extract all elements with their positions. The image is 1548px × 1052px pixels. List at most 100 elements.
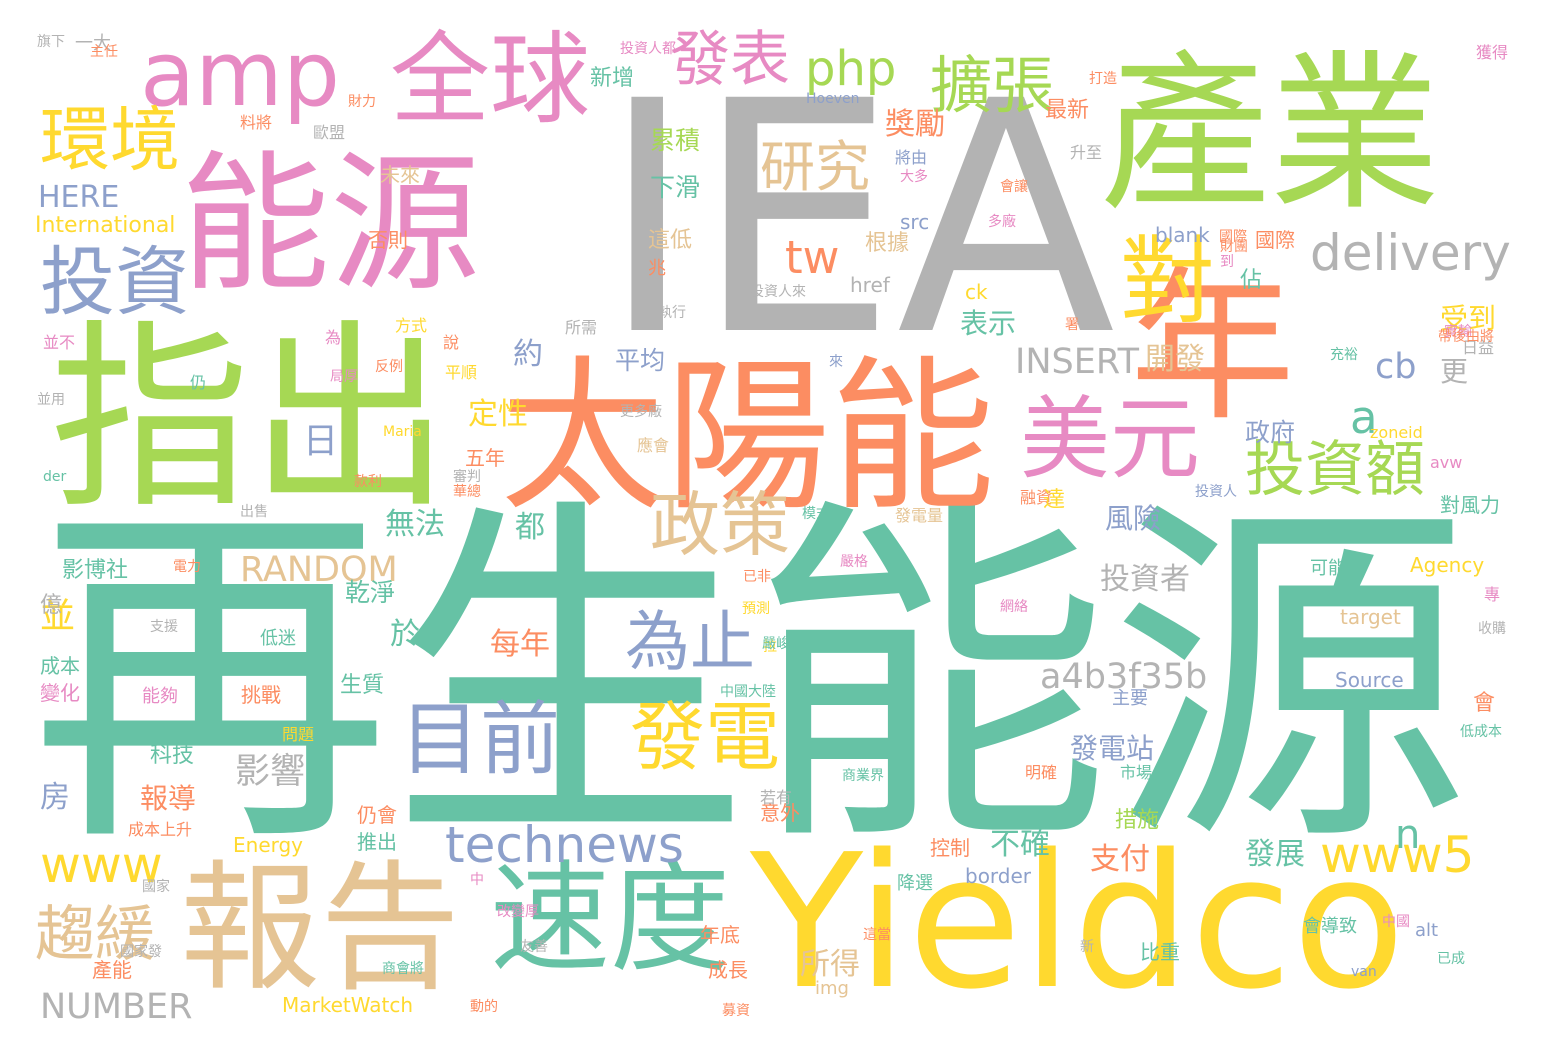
cloud-word: 投資 <box>40 238 191 326</box>
cloud-word: 受到 <box>1440 302 1497 335</box>
cloud-word: 擴張 <box>930 49 1055 122</box>
cloud-word: 仍會 <box>357 803 397 827</box>
cloud-word: 年底 <box>700 923 740 947</box>
cloud-word: 投資者 <box>1100 562 1190 597</box>
cloud-word: 並 <box>40 597 76 637</box>
cloud-word: 日益 <box>1462 338 1495 357</box>
cloud-word: 來 <box>829 354 843 370</box>
cloud-word: 日 <box>303 422 339 462</box>
cloud-word: 這低 <box>648 228 693 253</box>
cloud-word: 對 <box>1120 227 1216 337</box>
cloud-word: 累積 <box>650 126 701 155</box>
cloud-word: 融資 <box>1020 488 1053 507</box>
cloud-word: 約 <box>513 337 543 372</box>
cloud-word: 華總 <box>453 484 481 500</box>
cloud-word: 發電量 <box>895 506 944 525</box>
cloud-word: 產業 <box>1100 36 1441 234</box>
cloud-word: 於 <box>390 617 420 652</box>
cloud-word: ck <box>965 280 988 304</box>
cloud-word: 不確 <box>990 827 1050 862</box>
cloud-word: 方式 <box>395 316 428 335</box>
cloud-word: 一大 <box>75 33 111 54</box>
cloud-word: 會導致 <box>1303 916 1357 937</box>
cloud-word: 新增 <box>590 66 635 91</box>
cloud-word: 主要 <box>1112 688 1148 709</box>
cloud-word: Source <box>1335 668 1404 692</box>
cloud-word: 乾淨 <box>345 578 396 607</box>
cloud-word: 專 <box>1484 585 1501 604</box>
cloud-word: 政府 <box>1245 418 1296 447</box>
cloud-word: 打造 <box>1089 71 1117 87</box>
cloud-word: 大多 <box>900 169 928 185</box>
cloud-word: 投資人來 <box>750 284 806 300</box>
cloud-word: 每年 <box>490 627 550 662</box>
cloud-word: 會 <box>1473 691 1496 716</box>
cloud-word: 研究 <box>760 135 871 199</box>
cloud-word: 環境 <box>40 99 180 181</box>
cloud-word: der <box>43 469 67 485</box>
cloud-word: 會讓 <box>1000 179 1028 195</box>
cloud-word: 中 <box>470 872 484 888</box>
cloud-word: 募資 <box>722 1003 750 1019</box>
cloud-word: 佔 <box>1240 268 1263 293</box>
cloud-word: 平順 <box>445 363 478 382</box>
cloud-word: 最新 <box>1045 98 1090 123</box>
cloud-word: 五年 <box>465 446 505 470</box>
cloud-word: delivery <box>1310 224 1511 282</box>
cloud-word: 改變厚 <box>497 904 539 920</box>
cloud-word: a <box>1350 391 1378 444</box>
cloud-word: 成長 <box>708 958 748 982</box>
cloud-word: 商會將 <box>382 961 424 977</box>
cloud-word: 款利 <box>354 474 382 490</box>
cloud-word: 年 <box>1130 251 1295 443</box>
cloud-word: www5 <box>1320 826 1475 884</box>
cloud-word: RANDOM <box>240 550 398 590</box>
cloud-word: 嚴峻 <box>762 636 790 652</box>
cloud-word: 能夠 <box>142 686 178 707</box>
cloud-word: 投資額 <box>1245 435 1425 505</box>
cloud-word: a4b3f35b <box>1040 657 1208 697</box>
cloud-word: 模式 <box>802 506 830 522</box>
cloud-word: 否則 <box>368 228 408 252</box>
cloud-word: 國家發 <box>120 944 162 960</box>
cloud-word: 預測 <box>742 601 770 617</box>
cloud-word: 主任 <box>90 44 118 60</box>
cloud-word: 新 <box>1080 939 1094 955</box>
cloud-word: 出售 <box>240 504 268 520</box>
cloud-word: 投資人 <box>1195 484 1237 500</box>
cloud-word: 挑戰 <box>241 683 281 707</box>
cloud-word: php <box>805 41 897 97</box>
cloud-word: 應會 <box>637 436 670 455</box>
cloud-word: 審判 <box>453 469 481 485</box>
cloud-word: 財團 <box>1220 239 1248 255</box>
cloud-word: cb <box>1375 347 1417 387</box>
cloud-word: tw <box>785 231 840 284</box>
cloud-word: 兆 <box>648 258 666 279</box>
cloud-word: NUMBER <box>40 987 193 1027</box>
cloud-word: 中國大陸 <box>720 684 776 700</box>
cloud-word: 低成本 <box>1460 724 1502 740</box>
cloud-word: 投資人都 <box>620 41 676 57</box>
cloud-word: 太陽能 <box>500 341 995 533</box>
cloud-word: 電力 <box>173 559 201 575</box>
cloud-word: 全球 <box>390 21 590 138</box>
cloud-word: 風險 <box>1105 502 1162 535</box>
cloud-word: border <box>965 864 1032 888</box>
cloud-word: 低迷 <box>260 628 296 649</box>
cloud-word: 所需 <box>565 318 598 337</box>
cloud-word: 報導 <box>140 782 197 815</box>
cloud-word: 產能 <box>92 958 132 982</box>
cloud-word: 億 <box>40 593 63 618</box>
cloud-word: 發電站 <box>1070 732 1155 765</box>
cloud-word: 充裕 <box>1330 347 1358 363</box>
cloud-word: 多廠 <box>988 214 1016 230</box>
cloud-word: technews <box>445 816 684 874</box>
cloud-word: 能源 <box>180 138 481 312</box>
cloud-word: 房 <box>40 780 70 815</box>
cloud-word: 料將 <box>240 113 273 132</box>
cloud-word: 對風力 <box>1440 493 1500 517</box>
cloud-word: 為 <box>325 328 342 347</box>
cloud-word: INSERT <box>1015 342 1139 382</box>
cloud-word: 嚴格 <box>840 554 868 570</box>
